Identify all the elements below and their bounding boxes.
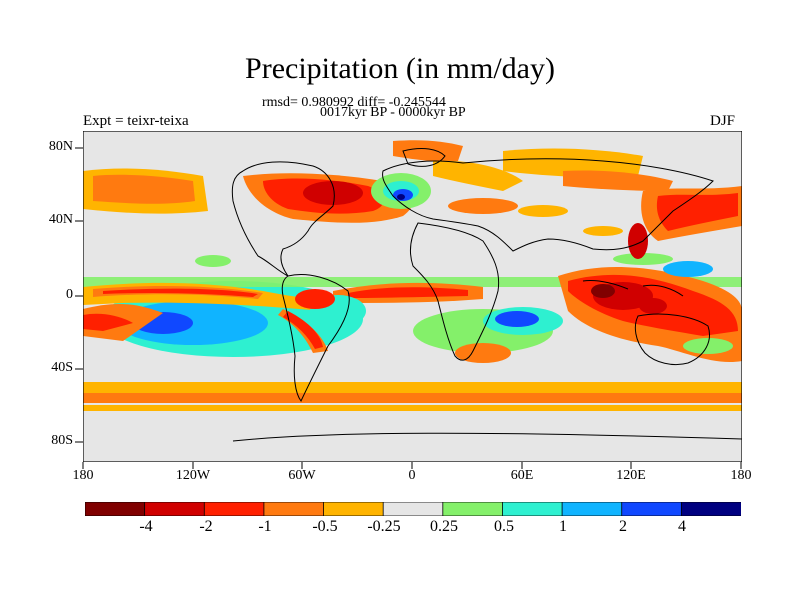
colorbar-label: -2 bbox=[199, 518, 213, 535]
tropical-anomalies bbox=[83, 277, 742, 363]
plot-title: Precipitation (in mm/day) bbox=[245, 52, 555, 85]
lon-label-180-east: 180 bbox=[730, 468, 752, 483]
period-label: 0017kyr BP - 0000kyr BP bbox=[320, 105, 466, 120]
coast-south-america bbox=[281, 273, 350, 402]
colorbar-swatch bbox=[680, 502, 741, 516]
coastlines bbox=[231, 148, 742, 442]
lat-label-80n: 80N bbox=[48, 139, 73, 154]
colorbar-label: -0.25 bbox=[367, 518, 401, 535]
coast-australia bbox=[634, 313, 710, 366]
colorbar-label: -4 bbox=[139, 518, 153, 535]
colorbar-swatch bbox=[323, 502, 385, 516]
colorbar-swatch bbox=[442, 502, 504, 516]
colorbar-swatch bbox=[502, 502, 563, 516]
lat-label-80s: 80S bbox=[51, 433, 73, 448]
rmsd-diff-stats: rmsd= 0.980992 diff= -0.245544 bbox=[262, 95, 446, 110]
colorbar-label: 4 bbox=[678, 518, 686, 535]
colorbar-swatch bbox=[144, 502, 206, 516]
south-pacific-anomaly bbox=[83, 281, 563, 357]
colorbar-label: 0.5 bbox=[494, 518, 514, 535]
map-axis-ticks bbox=[75, 147, 742, 469]
lon-label-60e: 60E bbox=[510, 468, 534, 483]
lon-label-120w: 120W bbox=[175, 468, 211, 483]
season-label: DJF bbox=[710, 113, 736, 129]
colorbar-swatch bbox=[85, 502, 146, 516]
northern-hemisphere-anomalies bbox=[83, 140, 742, 267]
precipitation-difference-map bbox=[83, 131, 742, 462]
colorbar-swatch bbox=[561, 502, 623, 516]
colorbar-swatch bbox=[621, 502, 683, 516]
colorbar-swatch bbox=[263, 502, 325, 516]
colorbar-label: 0.25 bbox=[430, 518, 458, 535]
lat-label-40n: 40N bbox=[48, 212, 73, 227]
lon-label-60w: 60W bbox=[288, 468, 316, 483]
coast-greenland bbox=[402, 148, 446, 167]
colorbar-swatch bbox=[382, 502, 444, 516]
lon-label-180-west: 180 bbox=[72, 468, 94, 483]
lat-label-equator: 0 bbox=[66, 287, 73, 302]
lon-label-0: 0 bbox=[408, 468, 416, 483]
colorbar-swatch bbox=[203, 502, 265, 516]
coast-north-america bbox=[231, 161, 335, 277]
coast-africa bbox=[410, 222, 500, 361]
coast-maritime-continent bbox=[582, 280, 684, 297]
coast-antarctica bbox=[232, 432, 742, 442]
colorbar bbox=[85, 502, 741, 516]
southern-ocean-band bbox=[83, 382, 742, 411]
colorbar-label: -0.5 bbox=[312, 518, 338, 535]
colorbar-label: 2 bbox=[619, 518, 627, 535]
colorbar-label: 1 bbox=[559, 518, 567, 535]
lon-label-120e: 120E bbox=[616, 468, 646, 483]
experiment-label: Expt = teixr-teixa bbox=[83, 113, 189, 129]
colorbar-label: -1 bbox=[258, 518, 272, 535]
lat-label-40s: 40S bbox=[51, 360, 73, 375]
coast-eurasia bbox=[382, 158, 714, 252]
